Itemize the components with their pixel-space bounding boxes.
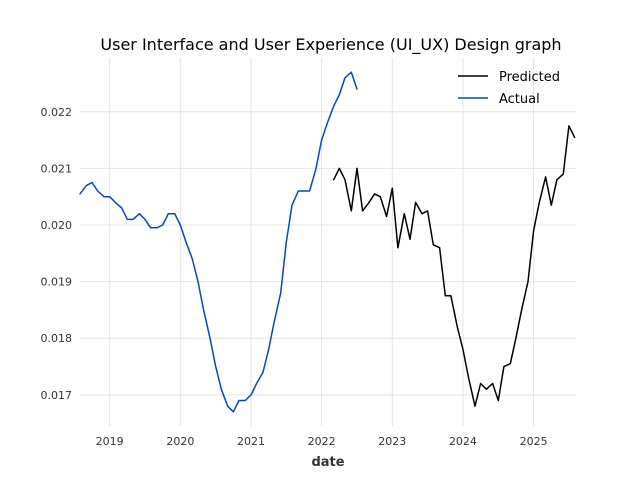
x-tick-label: 2021 — [237, 435, 265, 448]
x-axis-label: date — [311, 455, 344, 470]
series-layer — [79, 71, 576, 413]
series-line-predicted — [332, 125, 576, 407]
legend-label: Predicted — [499, 70, 560, 85]
series-line-actual — [79, 71, 358, 413]
grid — [80, 58, 576, 426]
legend-label: Actual — [499, 92, 540, 107]
x-tick-label: 2022 — [308, 435, 336, 448]
x-axis: 2019 2020 2021 2022 2023 2024 2025 — [96, 435, 548, 448]
x-tick-label: 2023 — [378, 435, 406, 448]
chart-title: User Interface and User Experience (UI_U… — [100, 35, 561, 55]
x-tick-label: 2020 — [166, 435, 194, 448]
x-tick-label: 2024 — [449, 435, 477, 448]
y-tick-label: 0.020 — [41, 219, 73, 232]
y-tick-label: 0.017 — [41, 389, 73, 402]
y-tick-label: 0.021 — [41, 162, 73, 175]
y-tick-label: 0.022 — [41, 106, 73, 119]
x-tick-label: 2019 — [96, 435, 124, 448]
y-tick-label: 0.019 — [41, 276, 73, 289]
y-tick-label: 0.018 — [41, 332, 73, 345]
y-axis: 0.017 0.018 0.019 0.020 0.021 0.022 — [41, 106, 73, 402]
legend: Predicted Actual — [458, 70, 560, 107]
x-tick-label: 2025 — [520, 435, 548, 448]
